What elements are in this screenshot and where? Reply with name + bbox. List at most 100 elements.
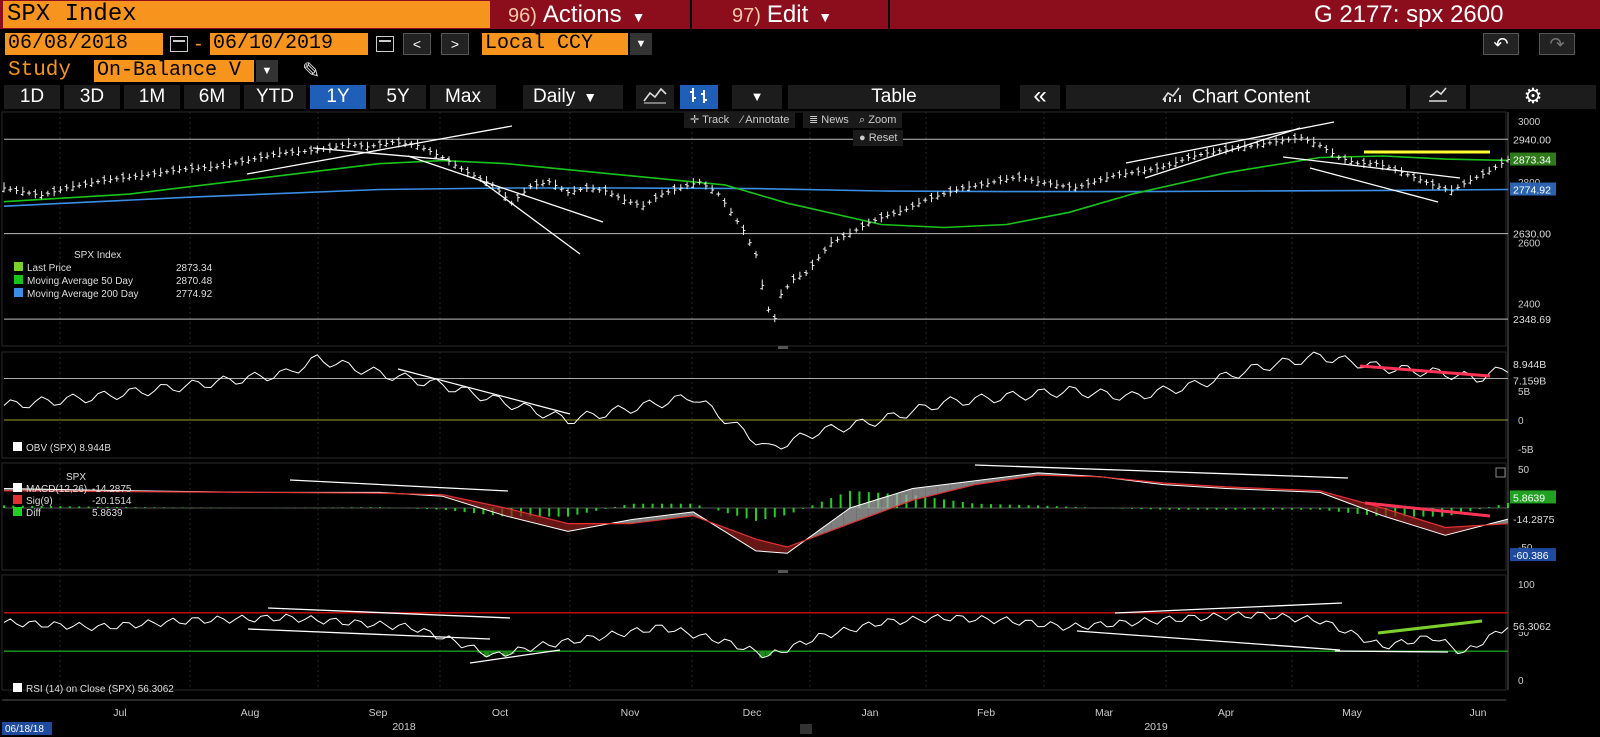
macd-fill: [1426, 521, 1433, 532]
x-tick-label: Feb: [977, 707, 995, 719]
edit-label: Edit: [766, 1, 809, 28]
expand-icon: [1495, 467, 1506, 478]
calendar-icon[interactable]: [376, 36, 394, 52]
value-label-low: 2348.69: [1513, 314, 1551, 326]
macd-fill: [900, 490, 907, 505]
macd-fill: [517, 511, 525, 521]
legend-value: -14.2875: [92, 484, 132, 495]
macd-fill: [574, 523, 581, 531]
next-period-button[interactable]: >: [441, 33, 469, 55]
redo-icon[interactable]: ↷: [1539, 33, 1575, 55]
value-label-macd-bg: [1510, 512, 1556, 526]
macd-fill: [937, 484, 944, 494]
table-button[interactable]: Table: [788, 85, 1000, 109]
legend-swatch: [13, 507, 22, 516]
legend-value: 2870.48: [176, 276, 213, 287]
period-button-1y[interactable]: 1Y: [310, 85, 366, 109]
calendar-icon[interactable]: [170, 36, 188, 52]
edit-chart-icon[interactable]: [1410, 85, 1466, 109]
start-date-field[interactable]: 06/08/2018: [5, 33, 163, 55]
period-button-5y[interactable]: 5Y: [370, 85, 426, 109]
macd-fill: [931, 485, 938, 496]
value-label-last-bg: [1510, 152, 1556, 166]
news-button[interactable]: ≣ News: [803, 112, 855, 128]
period-button-1d[interactable]: 1D: [4, 85, 60, 109]
annotate-icon: ⁄: [741, 114, 743, 126]
divergence-line: [1364, 501, 1491, 518]
x-tick-label: Aug: [241, 707, 260, 719]
macd-fill: [812, 530, 819, 538]
security-title[interactable]: SPX Index: [3, 1, 490, 28]
ohlc-chart-icon[interactable]: [680, 85, 718, 109]
collapse-icon[interactable]: «: [1020, 84, 1060, 109]
trend-line: [469, 649, 561, 664]
undo-icon[interactable]: ↶: [1483, 33, 1519, 55]
macd-fill: [862, 502, 869, 519]
actions-menu[interactable]: 96) Actions ▼: [508, 0, 645, 29]
reset-icon: ●: [859, 132, 866, 144]
period-button-3d[interactable]: 3D: [64, 85, 120, 109]
reset-button[interactable]: ● Reset: [853, 130, 904, 146]
ma200-line: [3, 187, 1509, 207]
macd-fill: [499, 506, 506, 516]
signal-line: [3, 474, 1509, 548]
legend-name: Sig(9): [26, 496, 53, 507]
value-label-obv-level-bg: [1510, 373, 1556, 387]
trend-line: [1114, 602, 1343, 614]
macd-fill: [1445, 527, 1452, 536]
gear-icon[interactable]: ⚙: [1470, 85, 1596, 109]
value-label-2940-bg: [1510, 132, 1556, 146]
macd-fill: [781, 545, 788, 554]
y-tick-label: 2400: [1518, 300, 1541, 311]
macd-fill: [893, 492, 901, 508]
period-button-6m[interactable]: 6M: [184, 85, 240, 109]
macd-fill: [1439, 525, 1446, 536]
legend-name: Diff: [26, 508, 41, 519]
trend-line: [1309, 167, 1439, 203]
macd-fill: [756, 539, 763, 552]
chart-content-button[interactable]: Chart Content: [1066, 85, 1406, 109]
legend-swatch: [13, 442, 22, 451]
legend-swatch: [14, 288, 23, 297]
study-select[interactable]: On-Balance V: [94, 60, 254, 82]
frequency-select[interactable]: Daily ▼: [523, 85, 623, 109]
period-button-ytd[interactable]: YTD: [244, 85, 306, 109]
frequency-label: Daily: [533, 86, 576, 107]
chart-svg[interactable]: 30002800260024002940.002873.342774.92263…: [0, 110, 1600, 737]
trend-line: [267, 607, 511, 619]
period-button-max[interactable]: Max: [430, 85, 496, 109]
annotate-button[interactable]: ⁄ Annotate: [735, 112, 796, 128]
legend-swatch: [13, 683, 22, 692]
chevron-down-icon[interactable]: ▼: [732, 85, 782, 109]
date-dash: -: [195, 33, 202, 55]
study-label: Study: [8, 59, 72, 82]
zoom-button[interactable]: ⌕ Zoom: [853, 112, 903, 128]
edit-menu[interactable]: 97) Edit ▼: [732, 0, 832, 29]
track-button[interactable]: ✛ Track: [684, 112, 736, 128]
chevron-down-icon: ▼: [631, 9, 646, 25]
period-button-1m[interactable]: 1M: [124, 85, 180, 109]
macd-fill: [561, 522, 568, 532]
magnifier-icon: ⌕: [859, 114, 866, 126]
legend-name: MACD(12,26): [26, 484, 87, 495]
pencil-icon[interactable]: ✎: [302, 58, 321, 83]
chevron-down-icon[interactable]: ▼: [256, 60, 278, 82]
end-date-field[interactable]: 06/10/2019: [210, 33, 368, 55]
price-panel-frame: [1, 111, 1507, 347]
obv-legend: OBV (SPX) 8.944B: [26, 443, 111, 454]
macd-fill: [906, 488, 913, 503]
macd-fill: [1382, 508, 1389, 518]
value-label-sig-bg: [1510, 548, 1556, 562]
prev-period-button[interactable]: <: [403, 33, 431, 55]
macd-fill: [492, 505, 500, 514]
macd-fill: [1414, 517, 1421, 528]
x-tick-label: Jun: [1470, 707, 1487, 719]
chevron-down-icon[interactable]: ▼: [630, 33, 652, 55]
line-chart-icon[interactable]: [636, 85, 674, 109]
chart-area[interactable]: 30002800260024002940.002873.342774.92263…: [0, 110, 1600, 737]
macd-fill: [718, 525, 725, 532]
currency-select[interactable]: Local CCY: [482, 33, 628, 55]
value-label-obv-level: 7.159B: [1513, 375, 1546, 387]
macd-fill: [536, 515, 543, 526]
x-tick-label: Mar: [1095, 707, 1114, 719]
